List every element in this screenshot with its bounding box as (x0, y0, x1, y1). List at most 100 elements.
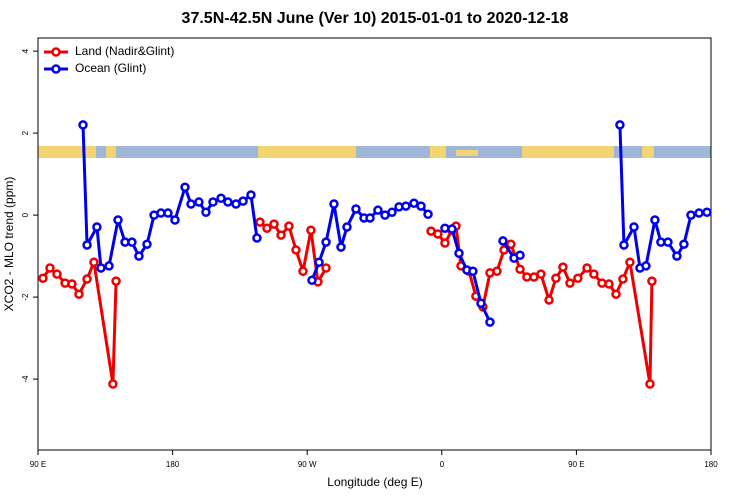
point (423, 209, 433, 220)
point (663, 237, 673, 247)
point (558, 262, 568, 272)
x-tick-label: 0 (440, 460, 445, 469)
point (629, 222, 639, 232)
point (544, 295, 554, 305)
plot-frame (37, 37, 712, 451)
point (298, 266, 308, 277)
point (45, 263, 55, 273)
point (276, 230, 286, 240)
x-tick-label: 90 E (568, 460, 584, 469)
x-tick-label: 180 (166, 460, 180, 469)
point (329, 199, 339, 209)
point (611, 289, 621, 299)
y-tick-label: 2 (21, 130, 30, 135)
point (82, 240, 92, 250)
point (401, 201, 411, 211)
x-tick-label: 90 W (298, 460, 317, 469)
legend-label: Land (Nadir&Glint) (75, 44, 174, 58)
point (314, 257, 324, 267)
legend-label: Ocean (Glint) (75, 61, 146, 75)
point (515, 250, 525, 261)
point (619, 240, 629, 250)
point (506, 239, 516, 249)
point (170, 215, 180, 225)
point (589, 269, 599, 279)
point (201, 207, 211, 217)
y-tick-label: -2 (21, 293, 30, 301)
point (92, 222, 102, 232)
point (104, 261, 114, 271)
point (615, 120, 625, 130)
point (111, 276, 121, 286)
point (416, 201, 426, 211)
point (89, 257, 99, 267)
point (142, 239, 152, 249)
y-tick-label: 4 (21, 48, 30, 53)
point (440, 238, 450, 248)
point (672, 251, 682, 261)
point (582, 263, 592, 273)
point (194, 197, 204, 207)
point (454, 248, 464, 258)
point (67, 279, 77, 289)
point (351, 204, 361, 214)
point (604, 279, 614, 289)
point (679, 239, 689, 249)
point (78, 120, 88, 130)
point (573, 273, 583, 283)
point (321, 263, 331, 273)
legend-marker (51, 47, 61, 57)
x-tick-label: 90 E (30, 460, 46, 469)
point (694, 208, 704, 218)
point (498, 236, 508, 246)
point (180, 182, 190, 192)
point (447, 224, 457, 234)
x-tick-label: 180 (704, 460, 718, 469)
point (108, 379, 118, 389)
point (262, 223, 272, 233)
point (163, 208, 173, 218)
point (647, 276, 657, 286)
x-axis-label: Longitude (deg E) (327, 475, 422, 489)
point (96, 263, 106, 273)
point (618, 274, 628, 284)
point (515, 264, 525, 274)
point (255, 217, 265, 227)
point (536, 269, 546, 279)
point (641, 261, 651, 271)
point (336, 242, 346, 252)
point (476, 298, 486, 308)
point (284, 221, 294, 231)
point (38, 273, 48, 283)
point (134, 251, 144, 261)
point (186, 199, 196, 209)
point (686, 210, 696, 220)
point (702, 207, 712, 217)
y-tick-label: -4 (21, 375, 30, 383)
point (565, 278, 575, 288)
point (127, 237, 137, 247)
legend-marker (51, 64, 61, 74)
point (307, 275, 317, 286)
map-strip (38, 146, 711, 158)
point (113, 215, 123, 225)
chart-title: 37.5N-42.5N June (Ver 10) 2015-01-01 to … (182, 10, 569, 27)
point (223, 197, 233, 207)
point (216, 193, 226, 204)
point (365, 213, 375, 223)
point (208, 197, 218, 207)
point (321, 237, 331, 247)
point (74, 289, 84, 299)
point (252, 233, 262, 243)
point (468, 266, 478, 277)
point (373, 205, 383, 215)
point (246, 190, 256, 200)
point (291, 245, 301, 255)
point (433, 229, 443, 239)
point (645, 379, 655, 389)
point (625, 257, 635, 267)
y-tick-label: 0 (21, 212, 30, 217)
y-axis-label: XCO2 - MLO trend (ppm) (2, 177, 16, 312)
point (52, 269, 62, 279)
